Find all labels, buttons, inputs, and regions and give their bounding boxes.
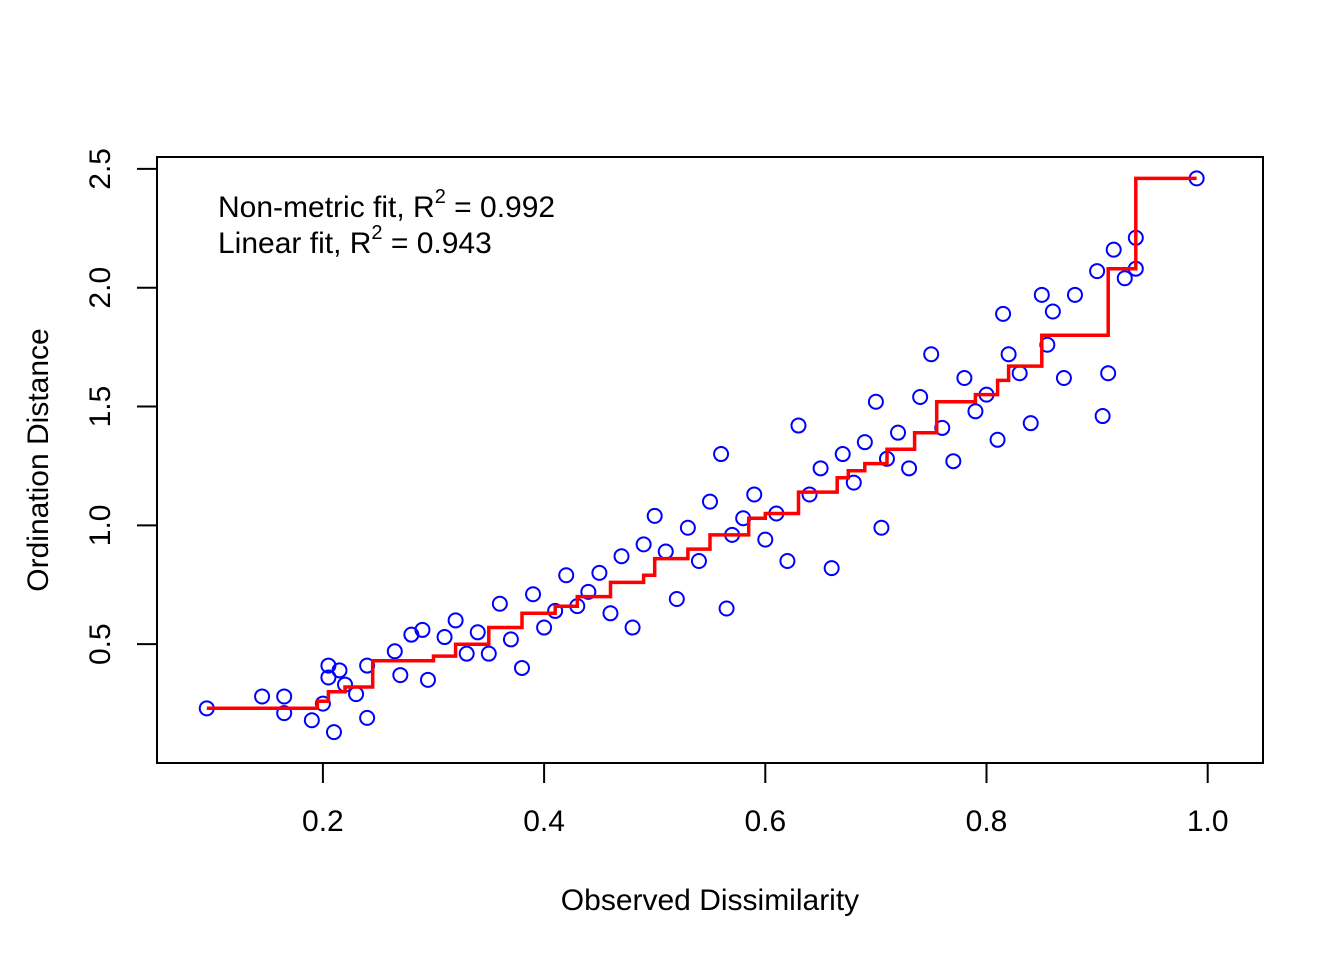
data-point (1089, 263, 1106, 280)
data-point (525, 586, 542, 603)
data-point (419, 671, 436, 688)
data-point (303, 712, 320, 729)
data-point (923, 346, 940, 363)
data-point (1105, 241, 1122, 258)
y-tick-label: 1.5 (84, 386, 117, 428)
x-tick-label: 0.8 (966, 805, 1008, 838)
x-axis-title: Observed Dissimilarity (561, 884, 859, 917)
y-tick-label: 1.0 (84, 504, 117, 546)
data-point (967, 403, 984, 420)
data-point (254, 688, 271, 705)
nonmetric-fit-annotation: Non-metric fit, R2 = 0.992 (218, 186, 555, 224)
y-axis-title: Ordination Distance (22, 328, 55, 591)
data-point (812, 460, 829, 477)
data-point (325, 724, 342, 741)
data-point (447, 612, 464, 629)
data-point (1033, 286, 1050, 303)
data-point (580, 583, 597, 600)
nonmetric-fit-label: Non-metric fit, R (218, 191, 435, 224)
data-point (276, 688, 293, 705)
data-point (790, 417, 807, 434)
data-point (469, 624, 486, 641)
data-point (757, 531, 774, 548)
data-point (1094, 408, 1111, 425)
data-point (331, 662, 348, 679)
data-point (320, 669, 337, 686)
y-axis: 0.5 1.0 1.5 2.0 2.5 (84, 148, 158, 665)
data-point (536, 619, 553, 636)
data-point (1044, 303, 1061, 320)
data-point (801, 486, 818, 503)
data-point (276, 705, 293, 722)
x-axis: 0.2 0.4 0.6 0.8 1.0 (302, 762, 1229, 838)
data-point (779, 553, 796, 569)
linear-fit-value: = 0.943 (383, 227, 492, 260)
nonmetric-fit-value: = 0.992 (446, 191, 555, 224)
data-point (995, 305, 1012, 322)
x-tick-label: 0.6 (744, 805, 786, 838)
y-tick-label: 2.5 (84, 148, 117, 190)
data-point (602, 605, 619, 622)
data-point (956, 370, 973, 387)
data-point (668, 591, 685, 608)
y-tick-label: 2.0 (84, 267, 117, 309)
data-point (1000, 346, 1017, 363)
data-point (359, 709, 376, 726)
data-point (746, 486, 763, 503)
data-point (890, 424, 907, 441)
y-tick-label: 0.5 (84, 623, 117, 665)
x-tick-label: 0.4 (523, 805, 565, 838)
data-point (414, 621, 431, 638)
data-point (679, 519, 696, 536)
data-point (635, 536, 652, 553)
data-point (702, 493, 718, 510)
data-point (873, 519, 890, 536)
data-point (823, 560, 840, 577)
data-point (856, 434, 873, 451)
data-point (646, 507, 663, 524)
data-point (613, 548, 630, 565)
step-fit-path (206, 176, 1197, 711)
data-point (458, 645, 475, 662)
data-point (989, 431, 1006, 448)
x-tick-label: 0.2 (302, 805, 344, 838)
data-point (558, 567, 575, 584)
data-point (1066, 286, 1083, 303)
data-point (547, 602, 564, 619)
data-point (901, 460, 918, 477)
data-point (867, 393, 884, 410)
x-tick-label: 1.0 (1187, 805, 1229, 838)
data-point (713, 446, 730, 463)
data-point (845, 474, 862, 491)
data-point (491, 595, 508, 612)
data-point (1116, 270, 1133, 287)
data-point (912, 389, 929, 406)
data-point (591, 564, 608, 581)
linear-fit-label: Linear fit, R (218, 227, 371, 260)
fit-legend: Non-metric fit, R2 = 0.992 Linear fit, R… (218, 186, 555, 260)
step-fit-line (206, 176, 1197, 711)
linear-fit-superscript: 2 (371, 222, 382, 244)
data-point (718, 600, 735, 617)
data-point (945, 453, 962, 470)
data-point (513, 659, 530, 676)
data-point (502, 631, 519, 648)
nonmetric-fit-superscript: 2 (435, 186, 446, 208)
data-point (624, 619, 641, 636)
data-point (1100, 365, 1117, 382)
data-point (436, 629, 453, 646)
data-point (480, 645, 497, 662)
data-point (386, 643, 403, 660)
data-point (392, 667, 409, 684)
scatter-points (198, 170, 1205, 741)
data-point (834, 446, 851, 463)
data-point (1022, 415, 1039, 432)
data-point (1055, 370, 1072, 387)
data-point (690, 553, 707, 569)
linear-fit-annotation: Linear fit, R2 = 0.943 (218, 222, 492, 260)
